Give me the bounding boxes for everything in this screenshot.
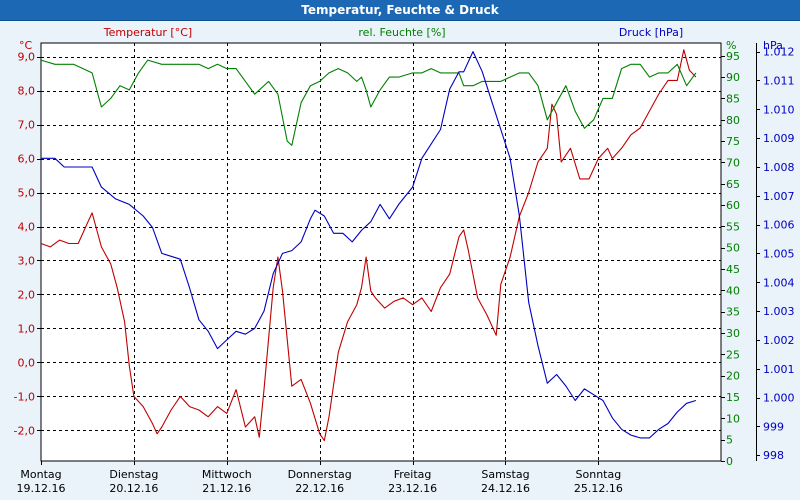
humidity-tick-label: 80 [726, 114, 740, 127]
pressure-tick-label: 1.011 [763, 74, 795, 87]
humidity-tick-label: 90 [726, 71, 740, 84]
humidity-tick-label: 85 [726, 92, 740, 105]
x-tick-label-day: Donnerstag [288, 468, 352, 481]
series-line-humidity [40, 59, 697, 146]
x-tick-label-date: 21.12.16 [202, 482, 251, 495]
temp-tick-label: 8,0 [18, 85, 36, 98]
x-tick-label-date: 20.12.16 [109, 482, 158, 495]
humidity-unit-label: % [726, 39, 736, 52]
pressure-tick-label: 1.009 [763, 132, 795, 145]
x-tick-label-day: Montag [20, 468, 61, 481]
pressure-tick-label: 1.007 [763, 190, 795, 203]
x-tick-label-day: Samstag [481, 468, 529, 481]
temp-tick-label: 0,0 [18, 356, 36, 369]
temp-tick-label: 5,0 [18, 187, 36, 200]
pressure-tick-label: 1.005 [763, 247, 795, 260]
x-tick-label-date: 25.12.16 [574, 482, 623, 495]
pressure-tick-label: 1.006 [763, 219, 795, 232]
pressure-tick-label: 1.012 [763, 46, 795, 59]
humidity-tick-label: 60 [726, 199, 740, 212]
humidity-tick-label: 0 [726, 455, 733, 468]
temp-tick-label: 1,0 [18, 322, 36, 335]
plot-area [40, 42, 722, 462]
pressure-tick-label: 1.010 [763, 103, 795, 116]
temp-tick-label: -1,0 [14, 390, 35, 403]
series-line-temperature [40, 49, 697, 442]
x-tick-label-day: Sonntag [576, 468, 622, 481]
humidity-tick-label: 35 [726, 306, 740, 319]
x-tick-label-date: 24.12.16 [481, 482, 530, 495]
x-tick-label-date: 22.12.16 [295, 482, 344, 495]
pressure-tick-label: 1.008 [763, 161, 795, 174]
humidity-tick-label: 45 [726, 263, 740, 276]
temp-tick-label: 7,0 [18, 119, 36, 132]
chart-window-title: Temperatur, Feuchte & Druck [0, 0, 800, 21]
x-tick-label-day: Freitag [394, 468, 432, 481]
x-tick-label-day: Dienstag [109, 468, 158, 481]
pressure-tick-label: 1.001 [763, 363, 795, 376]
temp-tick-label: 3,0 [18, 254, 36, 267]
humidity-tick-label: 65 [726, 178, 740, 191]
temp-tick-label: -2,0 [14, 424, 35, 437]
pressure-tick-label: 999 [763, 420, 784, 433]
series-line-pressure [41, 51, 697, 439]
humidity-axis-title: rel. Feuchte [%] [358, 26, 445, 39]
chart-panel: 9,0 8,0 7,0 6,0 5,0 4,0 3,0 2,0 1,0 0,0 -1,0 -2,0 °C… [0, 21, 800, 500]
x-tick-label-day: Mittwoch [202, 468, 252, 481]
temp-tick-label: 4,0 [18, 221, 36, 234]
temp-unit-label: °C [19, 39, 33, 52]
temp-axis-title: Temperatur [°C] [103, 26, 192, 39]
pressure-axis-title: Druck [hPa] [619, 26, 683, 39]
pressure-tick-label: 1.003 [763, 305, 795, 318]
pressure-unit-label: hPa [763, 39, 783, 52]
temp-tick-label: 2,0 [18, 288, 36, 301]
humidity-tick-label: 95 [726, 50, 740, 63]
humidity-tick-label: 40 [726, 284, 740, 297]
humidity-tick-label: 70 [726, 156, 740, 169]
x-tick-label-date: 23.12.16 [388, 482, 437, 495]
humidity-tick-label: 10 [726, 412, 740, 425]
temp-tick-label: 9,0 [18, 51, 36, 64]
x-tick-label-date: 19.12.16 [17, 482, 66, 495]
pressure-tick-label: 998 [763, 449, 784, 462]
temp-tick-label: 6,0 [18, 153, 36, 166]
pressure-tick-label: 1.002 [763, 334, 795, 347]
humidity-tick-label: 5 [726, 434, 733, 447]
humidity-tick-label: 20 [726, 370, 740, 383]
humidity-tick-label: 15 [726, 391, 740, 404]
pressure-tick-label: 1.000 [763, 392, 795, 405]
pressure-tick-label: 1.004 [763, 276, 795, 289]
weather-chart: 9,0 8,0 7,0 6,0 5,0 4,0 3,0 2,0 1,0 0,0 -1,0 -2,0 °C… [14, 26, 795, 495]
humidity-tick-label: 55 [726, 220, 740, 233]
humidity-tick-label: 25 [726, 348, 740, 361]
humidity-tick-label: 30 [726, 327, 740, 340]
humidity-tick-label: 75 [726, 135, 740, 148]
humidity-tick-label: 50 [726, 242, 740, 255]
